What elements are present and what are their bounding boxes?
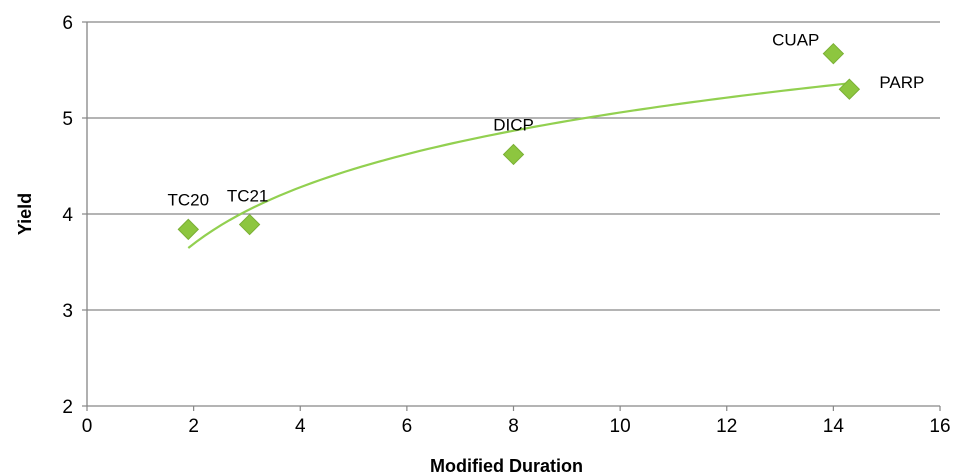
data-label-cuap: CUAP bbox=[772, 31, 819, 50]
x-tick-label-0: 0 bbox=[82, 416, 93, 437]
data-point-cuap bbox=[822, 42, 845, 65]
axes bbox=[82, 21, 941, 411]
gridlines bbox=[87, 21, 940, 311]
y-tick-label-4: 4 bbox=[62, 205, 73, 226]
x-tick-label-14: 14 bbox=[823, 416, 845, 437]
x-tick-label-6: 6 bbox=[402, 416, 413, 437]
x-tick-label-16: 16 bbox=[929, 416, 950, 437]
trendline bbox=[187, 82, 850, 249]
data-label-parp: PARP bbox=[879, 73, 924, 92]
data-point-parp bbox=[838, 78, 861, 100]
trendline-group bbox=[187, 82, 850, 249]
y-tick-label-3: 3 bbox=[62, 301, 73, 322]
data-points bbox=[177, 42, 861, 241]
data-point-tc21 bbox=[238, 213, 261, 236]
x-tick-label-8: 8 bbox=[508, 416, 519, 437]
data-label-tc20: TC20 bbox=[168, 190, 210, 209]
x-axis-title: Modified Duration bbox=[430, 456, 583, 474]
x-tick-label-12: 12 bbox=[716, 416, 737, 437]
y-tick-label-5: 5 bbox=[62, 109, 73, 130]
x-tick-label-10: 10 bbox=[610, 416, 631, 437]
data-label-dicp: DICP bbox=[493, 115, 534, 134]
point-labels: TC20 TC21 DICP CUAP PARP bbox=[168, 31, 925, 210]
data-point-tc20 bbox=[177, 218, 200, 241]
x-tick-label-2: 2 bbox=[188, 416, 199, 437]
y-tick-label-6: 6 bbox=[62, 13, 73, 34]
data-point-dicp bbox=[502, 143, 525, 166]
y-axis-title: Yield bbox=[15, 193, 35, 235]
y-tick-label-2: 2 bbox=[62, 397, 73, 418]
data-label-tc21: TC21 bbox=[227, 187, 269, 206]
x-tick-label-4: 4 bbox=[295, 416, 306, 437]
